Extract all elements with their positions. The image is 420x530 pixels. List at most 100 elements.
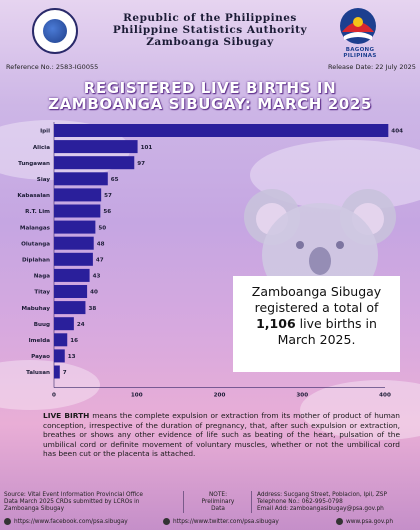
facebook-icon (4, 518, 11, 525)
value-label: 43 (93, 274, 101, 280)
cloud-decoration (300, 380, 420, 440)
definition-term: LIVE BIRTH (43, 411, 90, 420)
facebook-link[interactable]: https://www.facebook.com/psa.sibugay (4, 518, 128, 525)
telephone-text: Telephone No.: 062-995-0798 (257, 499, 343, 505)
reference-number: Reference No.: 2583-IG0055 (6, 63, 99, 71)
value-label: 404 (391, 129, 403, 135)
value-label: 47 (96, 258, 104, 264)
bagong-pilipinas-caption: BAGONG PILIPINAS (343, 47, 377, 59)
bar-titay (54, 285, 88, 298)
bar-siay (54, 172, 108, 186)
bar-mabuhay (54, 301, 86, 315)
category-label: Titay (34, 290, 50, 296)
footer-divider (183, 491, 184, 513)
bar-buug (54, 317, 74, 331)
chart-value-labels: 404 101 97 65 57 56 50 48 47 43 40 38 24 16 13 7 (63, 129, 403, 377)
footer-divider (251, 491, 252, 513)
bar-tungawan (54, 156, 135, 170)
twitter-url[interactable]: https://www.twitter.com/psa.sibugay (173, 519, 279, 525)
website-link[interactable]: www.psa.gov.ph (336, 518, 393, 525)
address-text: Address: Sucgang Street, Poblacion, Ipil… (257, 492, 387, 498)
value-label: 101 (141, 145, 153, 151)
category-label: Malangas (20, 225, 51, 231)
callout-line-4: March 2025. (277, 332, 356, 347)
bar-talusan (54, 365, 60, 379)
x-tick-label: 100 (131, 393, 143, 399)
category-label: Mabuhay (21, 306, 50, 312)
bagong-pilipinas-logo (340, 8, 376, 44)
x-tick-label: 300 (296, 393, 308, 399)
note-line-1: NOTE: (208, 492, 228, 498)
chart-bars (54, 124, 389, 379)
category-label: Payao (31, 354, 50, 360)
source-line-1: Source: Vital Event Information Provinci… (4, 492, 143, 498)
value-label: 38 (88, 306, 96, 312)
bar-naga (54, 268, 90, 282)
source-line-3: Zamboanga Sibugay (4, 506, 65, 512)
header-line-2: Philippine Statistics Authority (112, 24, 308, 36)
chart-category-labels: Ipil Alicia Tungawan Siay Kabasalan R.T. Lim M… (17, 129, 50, 377)
value-label: 24 (77, 322, 85, 328)
value-label: 65 (111, 177, 119, 183)
category-label: Buug (34, 322, 50, 328)
note-line-2: Preliminary (201, 499, 235, 505)
twitter-icon (163, 518, 170, 525)
callout-total: 1,106 (256, 316, 296, 331)
value-label: 16 (70, 338, 78, 344)
bar-alicia (54, 140, 138, 154)
contact-info: Address: Sucgang Street, Poblacion, Ipil… (257, 492, 387, 513)
bar-kabasalan (54, 188, 102, 202)
value-label: 7 (63, 370, 67, 376)
globe-icon (336, 518, 343, 525)
bar-malangas (54, 220, 96, 234)
header-line-3: Zamboanga Sibugay (146, 36, 274, 48)
value-label: 13 (68, 354, 76, 360)
title-line-1: REGISTERED LIVE BIRTHS IN (83, 79, 337, 97)
category-label: Ipil (40, 129, 50, 135)
email-text: Email Add: zamboangasibugay@psa.gov.ph (257, 506, 384, 512)
category-label: Naga (34, 274, 50, 280)
value-label: 40 (90, 290, 98, 296)
bar-ipil (54, 124, 389, 137)
callout-line-1: Zamboanga Sibugay (251, 284, 382, 299)
category-label: Alicia (33, 145, 50, 151)
category-label: Siay (37, 177, 51, 183)
value-label: 50 (98, 225, 106, 231)
category-label: Talusan (26, 370, 50, 376)
facebook-url[interactable]: https://www.facebook.com/psa.sibugay (14, 519, 128, 525)
header-line-1: Republic of the Philippines (123, 12, 297, 24)
x-tick-label: 400 (379, 393, 391, 399)
bar-chart: Ipil Alicia Tungawan Siay Kabasalan R.T. Lim M… (17, 122, 403, 399)
preliminary-note: NOTE: Preliminary Data (190, 492, 246, 513)
release-date: Release Date: 22 July 2025 (328, 63, 416, 71)
bar-diplahan (54, 252, 93, 266)
twitter-link[interactable]: https://www.twitter.com/psa.sibugay (163, 518, 279, 525)
value-label: 97 (137, 161, 145, 167)
website-url[interactable]: www.psa.gov.ph (346, 519, 394, 525)
bar-payao (54, 349, 65, 363)
category-label: Imelda (29, 338, 51, 344)
definition-text: means the complete expulsion or extracti… (43, 411, 400, 459)
live-birth-definition: LIVE BIRTH means the complete expulsion … (43, 411, 400, 459)
source-line-2: Data March 2025 CRDs submitted by LCROs … (4, 499, 140, 505)
category-label: Diplahan (22, 258, 50, 264)
category-label: Kabasalan (17, 193, 50, 199)
bar-olutanga (54, 236, 94, 250)
category-label: Olutanga (21, 241, 50, 247)
value-label: 48 (97, 241, 105, 247)
note-line-3: Data (211, 506, 225, 512)
total-callout: Zamboanga Sibugay registered a total of … (233, 276, 400, 372)
title-line-2: ZAMBOANGA SIBUGAY: MARCH 2025 (48, 95, 372, 113)
x-tick-label: 0 (52, 393, 56, 399)
value-label: 57 (104, 193, 112, 199)
bar-imelda (54, 333, 68, 347)
page-title: REGISTERED LIVE BIRTHS IN ZAMBOANGA SIBU… (0, 80, 420, 112)
header: Republic of the Philippines Philippine S… (0, 0, 420, 60)
x-tick-label: 200 (214, 393, 226, 399)
agency-name: Republic of the Philippines Philippine S… (90, 12, 330, 48)
value-label: 56 (103, 209, 111, 215)
category-label: Tungawan (18, 161, 50, 167)
category-label: R.T. Lim (25, 209, 50, 215)
chart-x-ticks: 0 100 200 300 400 (52, 393, 391, 399)
